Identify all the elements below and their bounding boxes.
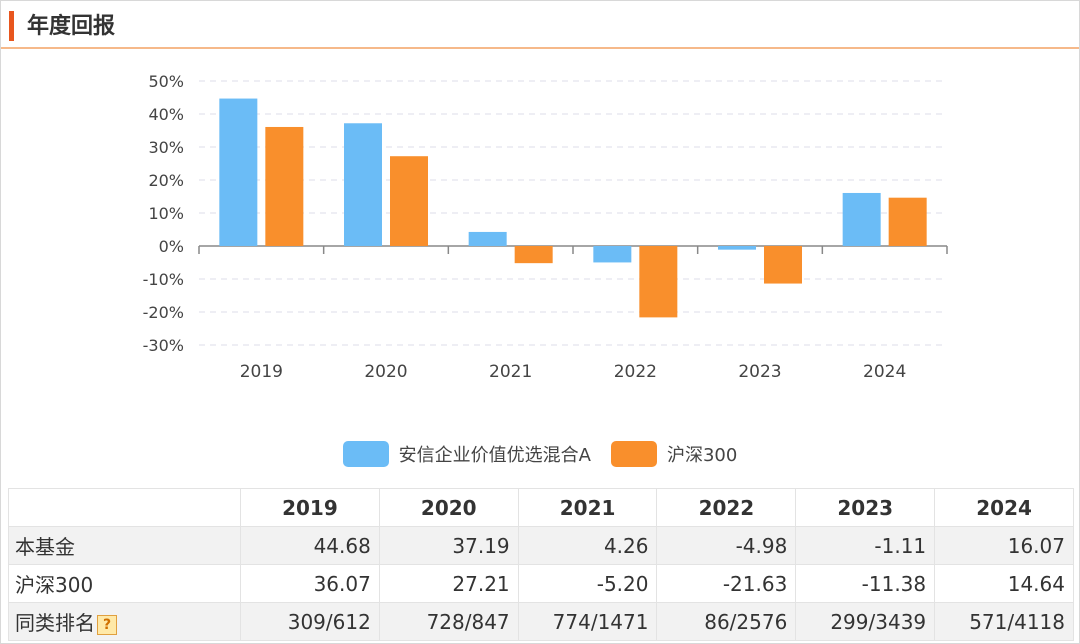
- table-header-cell: [8, 488, 241, 527]
- question-icon[interactable]: ?: [97, 614, 117, 635]
- table-cell: -1.11: [795, 526, 936, 565]
- y-tick-label: 30%: [148, 138, 184, 157]
- table-row-rank: 同类排名? 309/612 728/847 774/1471 86/2576 2…: [8, 602, 1074, 641]
- bar-index-2024: [888, 197, 927, 246]
- page-title: 年度回报: [27, 14, 116, 39]
- annual-return-table: 2019 2020 2021 2022 2023 2024 本基金 44.68 …: [8, 488, 1074, 641]
- table-cell: -4.98: [656, 526, 797, 565]
- bar-fund-2022: [593, 246, 632, 263]
- legend-item-index[interactable]: 沪深300: [610, 441, 738, 467]
- table-row-index: 沪深300 36.07 27.21 -5.20 -21.63 -11.38 14…: [8, 564, 1074, 603]
- chart-legend: 安信企业价值优选混合A 沪深300: [1, 439, 1079, 469]
- x-tick-label: 2021: [489, 362, 532, 382]
- legend-label-fund: 安信企业价值优选混合A: [398, 445, 591, 466]
- table-row-fund: 本基金 44.68 37.19 4.26 -4.98 -1.11 16.07: [8, 526, 1074, 565]
- table-cell: 86/2576: [656, 602, 797, 641]
- y-tick-label: 10%: [148, 204, 184, 223]
- annual-return-chart: 50% 40% 30% 20% 10% 0% -10% -20% -30% 2019 2020 202…: [143, 72, 948, 382]
- y-tick-label: -10%: [143, 270, 184, 289]
- bar-fund-2021: [468, 231, 507, 246]
- bar-index-2020: [390, 156, 428, 246]
- bar-index-2022: [639, 246, 678, 318]
- panel-header: 年度回报: [1, 1, 1079, 49]
- row-label: 本基金: [8, 526, 241, 565]
- table-cell: 37.19: [378, 526, 519, 565]
- bar-fund-2024: [842, 192, 881, 246]
- bar-index-2019: [265, 126, 304, 246]
- table-cell: 36.07: [240, 564, 380, 603]
- header-accent-bar: [9, 11, 14, 41]
- table-header-cell: 2024: [934, 488, 1074, 527]
- table-cell: 299/3439: [795, 602, 936, 641]
- y-tick-label: 50%: [148, 72, 184, 91]
- table-cell: 14.64: [934, 564, 1074, 603]
- bar-fund-2023: [718, 246, 756, 250]
- table-cell: 728/847: [378, 602, 519, 641]
- y-tick-label: 20%: [148, 171, 184, 190]
- table-cell: -21.63: [656, 564, 797, 603]
- table-cell: 774/1471: [517, 602, 658, 641]
- table-header-cell: 2023: [795, 488, 936, 527]
- table-header-cell: 2020: [378, 488, 519, 527]
- bar-index-2021: [514, 246, 553, 264]
- bar-index-2023: [764, 246, 802, 284]
- x-tick-label: 2019: [240, 362, 283, 382]
- x-tick-label: 2020: [364, 362, 407, 382]
- x-tick-label: 2024: [863, 362, 906, 382]
- x-tick-label: 2023: [738, 362, 781, 382]
- y-tick-label: -30%: [143, 336, 184, 355]
- bar-fund-2019: [219, 98, 258, 246]
- table-cell: 44.68: [240, 526, 380, 565]
- row-label: 沪深300: [8, 564, 241, 603]
- table-header-cell: 2021: [517, 488, 658, 527]
- y-tick-label: -20%: [143, 303, 184, 322]
- table-cell: 16.07: [934, 526, 1074, 565]
- bar-fund-2020: [344, 123, 382, 246]
- legend-item-fund[interactable]: 安信企业价值优选混合A: [342, 441, 591, 467]
- table-header-cell: 2022: [656, 488, 797, 527]
- legend-swatch-index: [610, 441, 657, 467]
- legend-label-index: 沪深300: [666, 445, 738, 466]
- table-cell: 309/612: [240, 602, 380, 641]
- row-label: 同类排名: [15, 611, 95, 635]
- table-cell: 4.26: [517, 526, 658, 565]
- table-cell: 27.21: [378, 564, 519, 603]
- x-tick-label: 2022: [614, 362, 657, 382]
- y-tick-label: 40%: [148, 105, 184, 124]
- table-header-row: 2019 2020 2021 2022 2023 2024: [8, 488, 1074, 527]
- y-tick-label: 0%: [159, 237, 184, 256]
- legend-swatch-fund: [342, 441, 389, 467]
- table-header-cell: 2019: [240, 488, 380, 527]
- row-label-rank: 同类排名?: [8, 602, 241, 641]
- table-cell: -11.38: [795, 564, 936, 603]
- table-cell: 571/4118: [934, 602, 1074, 641]
- table-cell: -5.20: [517, 564, 658, 603]
